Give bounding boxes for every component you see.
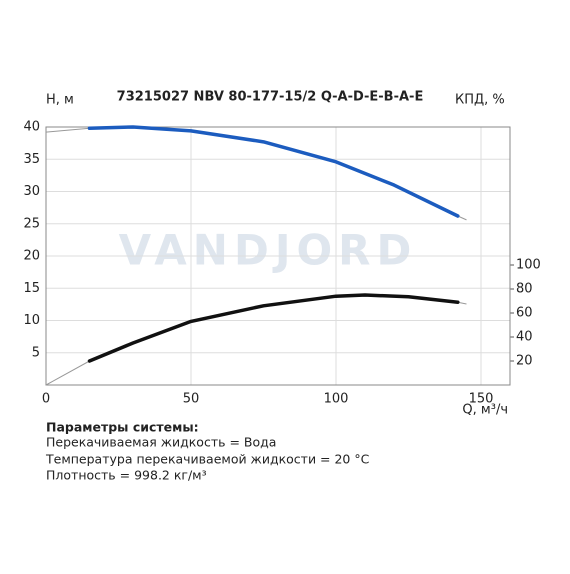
x-axis-label: Q, м³/ч — [462, 403, 508, 418]
curve — [87, 293, 460, 363]
y2-tick-label: 40 — [516, 330, 533, 345]
param-line: Плотность = 998.2 кг/м³ — [46, 468, 207, 483]
chart-title: 73215027 NBV 80-177-15/2 Q-A-D-E-B-A-E — [117, 90, 424, 105]
y-tick-label: 20 — [23, 249, 40, 264]
y2-tick-label: 100 — [516, 258, 541, 273]
watermark: VANDJORD — [119, 226, 418, 275]
y-tick-label: 35 — [23, 152, 40, 167]
y-tick-label: 25 — [23, 216, 40, 231]
y-tick-label: 15 — [23, 281, 40, 296]
y2-axis-label: КПД, % — [455, 93, 505, 108]
y-axis-label: H, м — [46, 93, 74, 108]
y-tick-label: 30 — [23, 184, 40, 199]
x-tick-label: 50 — [183, 392, 200, 407]
curve — [87, 125, 460, 218]
params-heading: Параметры системы: — [46, 420, 199, 435]
param-line: Температура перекачиваемой жидкости = 20… — [45, 452, 370, 467]
x-tick-label: 100 — [324, 392, 349, 407]
y2-tick-label: 80 — [516, 282, 533, 297]
y2-tick-label: 60 — [516, 306, 533, 321]
x-tick-label: 0 — [42, 392, 50, 407]
param-line: Перекачиваемая жидкость = Вода — [46, 435, 276, 450]
x-tick-label: 150 — [469, 392, 494, 407]
y-tick-label: 5 — [32, 345, 40, 360]
y2-tick-label: 20 — [516, 354, 533, 369]
y-tick-label: 40 — [23, 120, 40, 135]
plot-frame — [45, 126, 511, 386]
y-tick-label: 10 — [23, 313, 40, 328]
